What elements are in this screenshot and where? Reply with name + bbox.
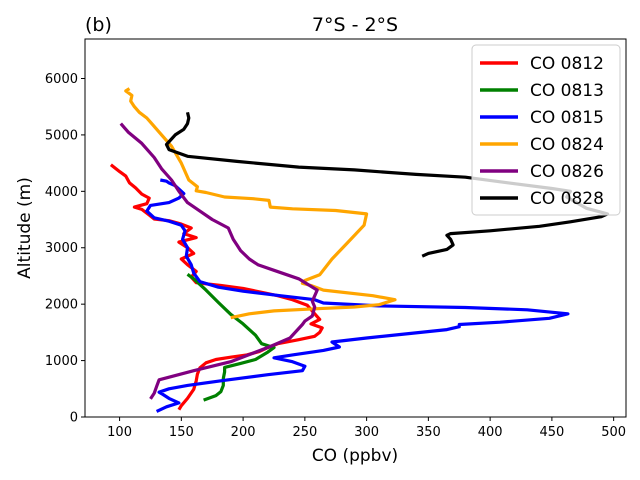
series-line-1: [186, 273, 276, 402]
chart-title: 7°S - 2°S: [312, 14, 398, 36]
x-axis: 100 150 200 250 300 350 400 450 500: [107, 417, 626, 440]
x-axis-title: CO (ppbv): [312, 446, 398, 466]
legend-label-4: CO 0826: [530, 162, 604, 182]
x-tick-label-7: 450: [539, 425, 564, 440]
x-tick-label-3: 250: [292, 425, 317, 440]
series-line-2: [145, 178, 570, 413]
panel-label: (b): [85, 14, 112, 36]
y-tick-label-1: 1000: [45, 354, 78, 369]
y-tick-label-4: 4000: [45, 185, 78, 200]
x-tick-label-2: 200: [231, 425, 256, 440]
legend-label-2: CO 0815: [530, 108, 604, 128]
series-line-3: [124, 87, 397, 320]
y-tick-label-6: 6000: [45, 72, 78, 87]
plot-frame: [84, 38, 627, 418]
y-tick-label-5: 5000: [45, 128, 78, 143]
legend-label-3: CO 0824: [530, 135, 604, 155]
x-tick-label-8: 500: [601, 425, 626, 440]
y-tick-label-0: 0: [70, 411, 78, 426]
legend-label-5: CO 0828: [530, 189, 604, 209]
x-tick-label-5: 350: [416, 425, 441, 440]
series-line-0: [109, 163, 324, 411]
x-tick-label-6: 400: [478, 425, 503, 440]
legend: CO 0812 CO 0813 CO 0815 CO 0824 CO 0826 CO 08…: [471, 44, 621, 216]
y-tick-label-3: 3000: [45, 241, 78, 256]
x-tick-label-1: 150: [169, 425, 194, 440]
series-line-4: [119, 122, 319, 400]
x-tick-label-0: 100: [107, 425, 132, 440]
y-axis-title: Altitude (m): [15, 177, 35, 279]
y-tick-label-2: 2000: [45, 298, 78, 313]
legend-label-0: CO 0812: [530, 54, 604, 74]
legend-label-1: CO 0813: [530, 81, 604, 101]
y-axis: 0 1000 2000 3000 4000 5000 6000: [45, 72, 85, 426]
x-tick-label-4: 300: [354, 425, 379, 440]
